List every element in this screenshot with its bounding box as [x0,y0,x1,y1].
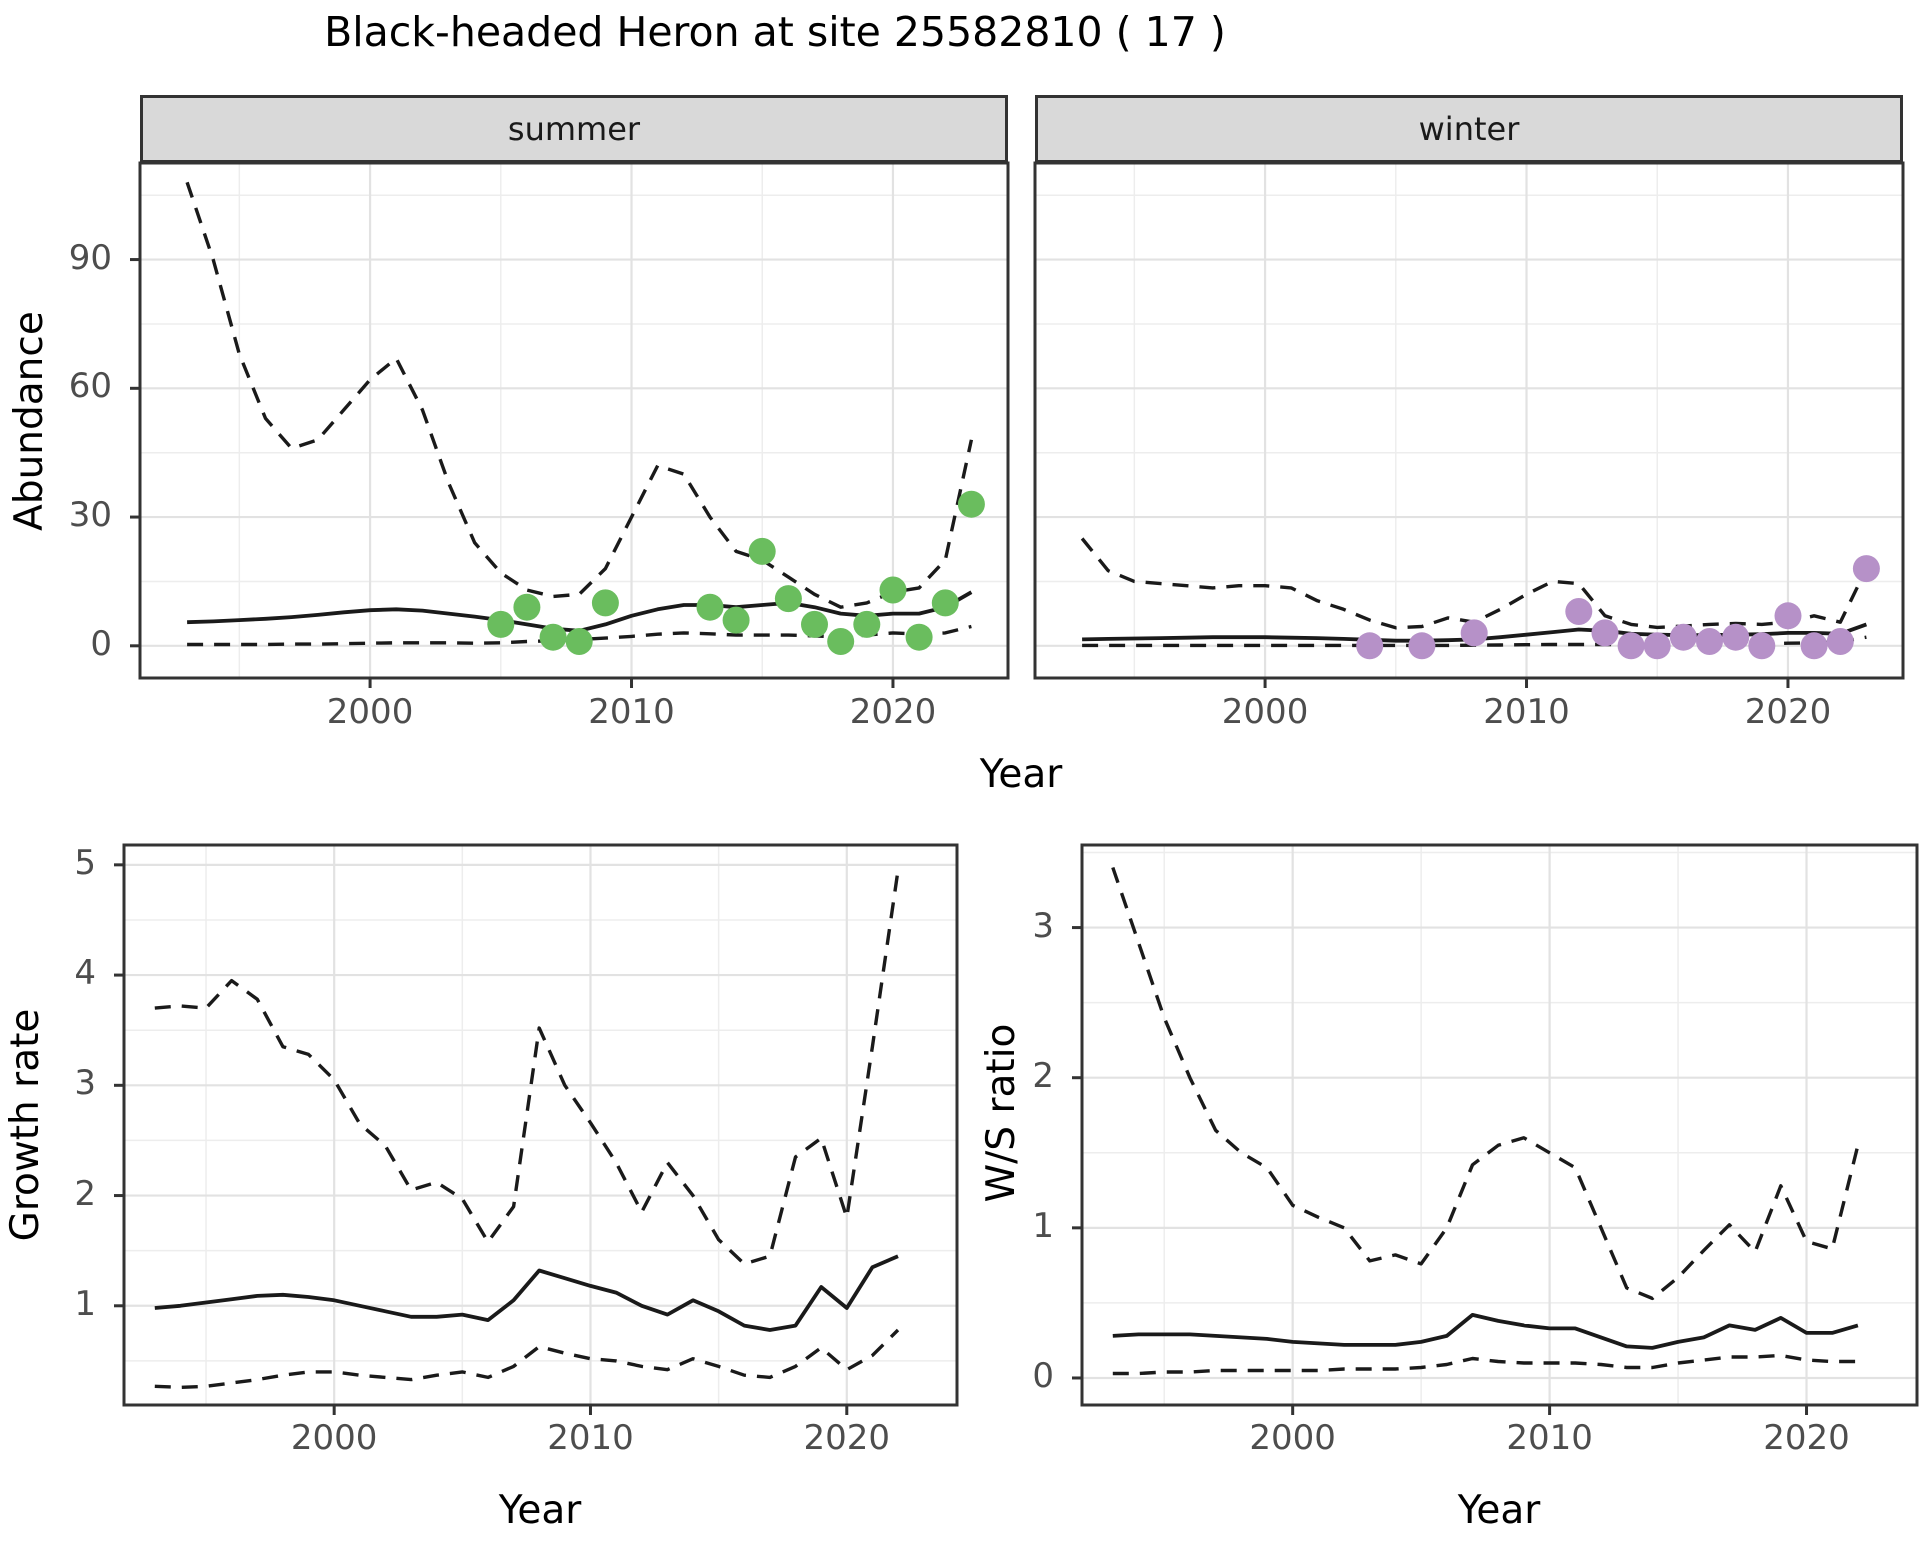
upper-ci-line [1111,866,1860,1301]
observed-count-summer-point [931,589,959,617]
observed-count-winter-point [1617,632,1645,660]
observed-count-winter-point [1722,623,1750,651]
panel-border [1033,161,1905,680]
facet-strip-winter-label: winter [1418,110,1520,148]
observed-count-summer-point [827,628,855,655]
panel-background [124,845,957,1405]
observed-count-winter-point [1643,632,1671,660]
y-axis-tick-label: 2 [1032,1055,1054,1096]
observed-count-summer-point [487,610,515,638]
observed-count-summer-point [696,593,724,621]
y-axis-tick-label: 4 [74,953,96,994]
x-axis-tick-label: 2020 [1744,692,1832,732]
y-axis-tick-label: 0 [90,623,112,664]
panel-background [1082,845,1917,1405]
observed-count-summer-point [513,593,541,621]
observed-count-summer-point [957,490,985,518]
observed-count-summer-point [905,623,933,651]
winter-abundance-panel [1033,161,1905,688]
panel-background [1035,163,1903,678]
lower-ci-line [154,1328,900,1390]
x-axis-tick-label: 2020 [1763,1418,1850,1458]
y-axis-tick-label: 90 [68,237,112,278]
observed-count-winter-point [1696,628,1723,655]
y-axis-tick-label: 1 [74,1283,96,1324]
median-line [1112,1313,1859,1350]
median-line [154,1254,899,1332]
observed-count-winter-point [1800,632,1828,660]
upper-ci-line [185,181,974,609]
x-axis-tick-label: 2000 [290,1418,378,1458]
y-axis-tick-label: 1 [1032,1205,1054,1246]
facet-strip-summer-label: summer [507,110,641,148]
y-axis-tick-label: 30 [68,495,112,536]
panel-border [122,843,959,1407]
observed-count-summer-point [879,576,907,604]
x-axis-tick-label: 2020 [803,1418,891,1458]
x-axis-tick-label: 2000 [1221,692,1309,732]
upper-ci-line [154,870,900,1266]
ws-ratio-panel [1072,843,1919,1415]
y-axis-tick-label: 3 [1032,905,1054,946]
growth-rate-panel [114,843,959,1415]
observed-count-winter-point [1748,632,1776,660]
panel-border [138,161,1010,680]
observed-count-summer-point [748,537,776,565]
x-axis-tick-label: 2010 [1483,692,1570,732]
panel-border [1080,843,1919,1407]
observed-count-winter-point [1591,619,1619,647]
observed-count-winter-point [1565,598,1593,625]
observed-count-summer-point [801,610,828,638]
y-axis-tick-label: 5 [74,842,96,883]
x-axis-title-year-bottom-left: Year [498,1488,582,1533]
x-axis-title-year-top: Year [979,752,1063,797]
facet-strip-summer: summer [140,95,1008,163]
lower-ci-line [1112,1353,1858,1376]
observed-count-summer-point [565,628,593,655]
plot-title: Black-headed Heron at site 25582810 ( 17… [324,8,1226,56]
observed-count-winter-point [1852,555,1880,583]
x-axis-tick-label: 2010 [547,1418,634,1458]
observed-count-winter-point [1460,619,1488,647]
x-axis-tick-label: 2000 [326,692,414,732]
x-axis-tick-label: 2010 [588,692,675,732]
y-axis-tick-label: 3 [74,1063,96,1104]
observed-count-summer-point [722,606,750,634]
observed-count-winter-point [1826,628,1854,655]
summer-abundance-panel [130,161,1010,688]
x-axis-title-year-bottom-right: Year [1457,1488,1541,1533]
observed-count-winter-point [1408,632,1436,660]
observed-count-summer-point [853,610,881,638]
y-axis-tick-label: 60 [68,366,112,407]
observed-count-winter-point [1669,623,1697,651]
x-axis-tick-label: 2000 [1249,1418,1336,1458]
y-axis-tick-label: 2 [74,1173,96,1214]
observed-count-winter-point [1774,602,1802,630]
observed-count-winter-point [1356,632,1384,660]
panel-background [140,163,1008,678]
y-axis-tick-label: 0 [1032,1355,1054,1396]
facet-strip-winter: winter [1035,95,1903,163]
x-axis-tick-label: 2020 [849,692,937,732]
x-axis-tick-label: 2010 [1506,1418,1593,1458]
y-axis-title-growth-rate: Growth rate [3,1008,48,1242]
observed-count-summer-point [774,585,802,613]
observed-count-summer-point [591,589,619,617]
observed-count-summer-point [539,623,567,651]
